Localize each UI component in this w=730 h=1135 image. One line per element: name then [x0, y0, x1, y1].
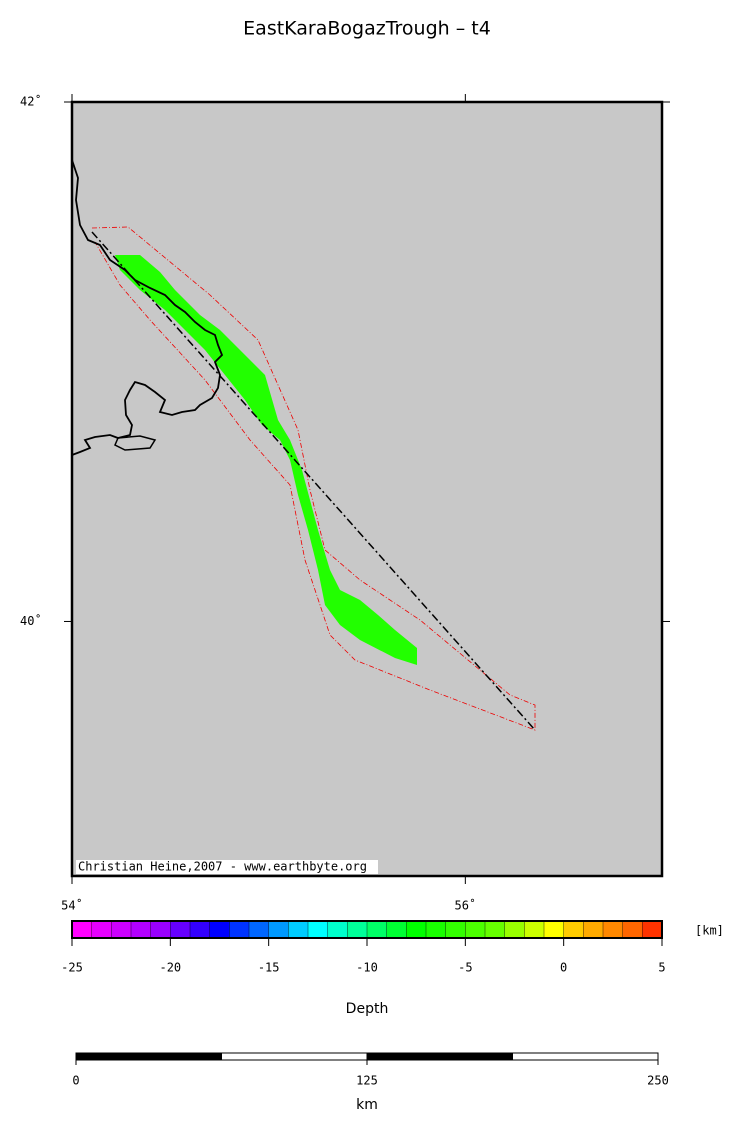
credit: Christian Heine,2007 - www.earthbyte.org: [78, 860, 367, 874]
colorbar-bin: [504, 921, 525, 938]
colorbar-tick-label: -15: [258, 961, 280, 975]
colorbar-bin: [642, 921, 663, 938]
colorbar-bin: [465, 921, 486, 938]
lon-label: 56˚: [454, 898, 476, 913]
colorbar-bin: [347, 921, 368, 938]
colorbar-tick-label: -5: [458, 961, 472, 975]
colorbar-bin: [150, 921, 171, 938]
scalebar-label: km: [356, 1097, 378, 1113]
colorbar-tick-label: 0: [560, 961, 567, 975]
colorbar-bin: [131, 921, 151, 938]
colorbar-bin: [544, 921, 564, 938]
colorbar-bin: [229, 921, 250, 938]
colorbar-bin: [288, 921, 309, 938]
colorbar-bin: [209, 921, 230, 938]
colorbar-bin: [170, 921, 191, 938]
colorbar-bin: [485, 921, 505, 938]
depth-cells: [115, 255, 417, 665]
scalebar-segment: [221, 1052, 368, 1061]
colorbar-tick-label: -20: [159, 961, 181, 975]
coastline: [114, 435, 157, 451]
coastline: [71, 159, 224, 456]
scalebar-segment: [75, 1052, 222, 1061]
colorbar-tick-label: 5: [658, 961, 665, 975]
colorbar-bin: [190, 921, 210, 938]
green-cells: [115, 255, 417, 665]
colorbar-bin: [91, 921, 112, 938]
colorbar-bin: [249, 921, 269, 938]
colorbar-bin: [524, 921, 545, 938]
colorbar-bin: [111, 921, 132, 938]
colorbar-bin: [72, 921, 92, 938]
colorbar-bin: [426, 921, 446, 938]
map-area: [72, 102, 662, 876]
scalebar-tick-label: 0: [72, 1074, 79, 1088]
colorbar-bin: [603, 921, 623, 938]
colorbar-bin: [445, 921, 466, 938]
scalebar-tick-label: 250: [647, 1074, 669, 1088]
colorbar-tick-label: -10: [356, 961, 378, 975]
colorbar-bin: [268, 921, 289, 938]
title: EastKaraBogazTrough – t4: [243, 18, 491, 40]
colorbar-bin: [583, 921, 604, 938]
colorbar-bin: [327, 921, 348, 938]
boundary: [91, 226, 536, 731]
colorbar-label: Depth: [346, 1001, 389, 1017]
colorbar-bin: [308, 921, 328, 938]
lat-label: 40˚: [20, 613, 42, 628]
lat-label: 42˚: [20, 94, 42, 109]
colorbar-bin: [406, 921, 427, 938]
credit-box: [76, 860, 378, 874]
colorbar-unit: [km]: [695, 924, 724, 938]
colorbar-bin: [386, 921, 407, 938]
scalebar-segment: [512, 1052, 659, 1061]
colorbar-tick-label: -25: [61, 961, 83, 975]
map-frame: [70, 100, 664, 878]
colorbar-bin: [622, 921, 643, 938]
scalebar-tick-label: 125: [356, 1074, 378, 1088]
colorbar-bin: [367, 921, 387, 938]
lon-label: 54˚: [61, 898, 83, 913]
scalebar-segment: [366, 1052, 513, 1061]
profile-line: [91, 231, 536, 731]
colorbar-bin: [563, 921, 584, 938]
